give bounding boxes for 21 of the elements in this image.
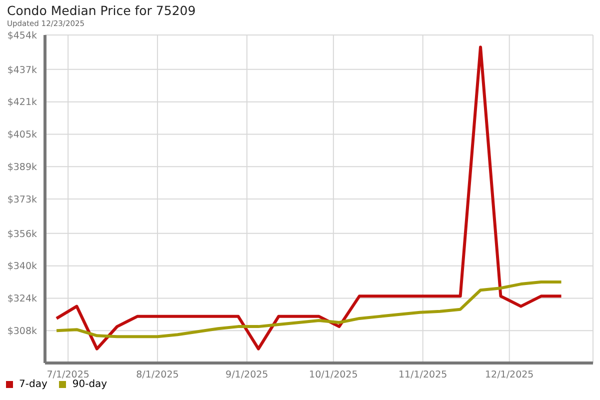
x-tick-label: 9/1/2025 [226,370,268,381]
y-tick-label: $421k [7,97,38,108]
y-tick-label: $454k [7,30,38,42]
chart-title: Condo Median Price for 75209 [7,3,196,18]
legend-label: 7-day [19,379,48,390]
y-tick-label: $437k [7,64,38,76]
x-tick-label: 7/1/2025 [46,370,90,381]
y-tick-label: $340k [7,261,38,272]
x-tick-label: 12/1/2025 [485,370,534,381]
x-tick-label: 11/1/2025 [398,370,448,381]
y-tick-label: $405k [7,130,38,141]
y-tick-label: $389k [7,162,38,173]
y-tick-label: $324k [7,294,38,305]
legend-label: 90-day [72,379,108,390]
x-tick-label: 8/1/2025 [136,370,179,381]
x-tick-label: 10/1/2025 [309,370,358,381]
line-series [55,46,563,350]
y-tick-label: $308k [7,326,38,337]
line-series [55,280,563,338]
y-tick-label: $356k [7,228,38,240]
y-tick-label: $373k [7,194,38,206]
